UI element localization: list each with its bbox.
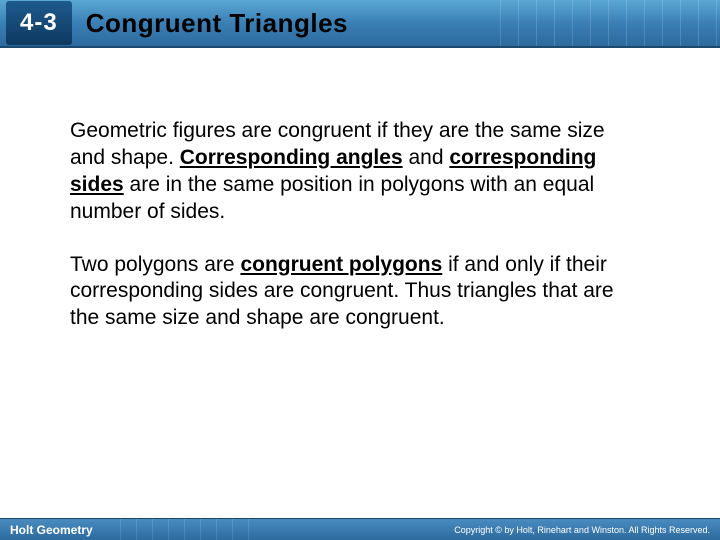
paragraph-2: Two polygons are congruent polygons if a… — [70, 252, 630, 333]
section-number-badge: 4-3 — [6, 1, 72, 45]
slide-content: Geometric figures are congruent if they … — [0, 48, 720, 332]
para1-text-2: and — [403, 146, 450, 169]
footer-brand: Holt Geometry — [10, 523, 93, 537]
slide-footer: Holt Geometry Copyright © by Holt, Rineh… — [0, 518, 720, 540]
slide-title: Congruent Triangles — [86, 8, 348, 39]
slide-header: 4-3 Congruent Triangles — [0, 0, 720, 48]
paragraph-1: Geometric figures are congruent if they … — [70, 118, 630, 226]
term-corresponding-angles: Corresponding angles — [180, 146, 403, 169]
para1-text-3: are in the same position in polygons wit… — [70, 173, 594, 223]
para2-text-1: Two polygons are — [70, 253, 240, 276]
footer-copyright: Copyright © by Holt, Rinehart and Winsto… — [454, 525, 710, 535]
term-congruent-polygons: congruent polygons — [240, 253, 442, 276]
